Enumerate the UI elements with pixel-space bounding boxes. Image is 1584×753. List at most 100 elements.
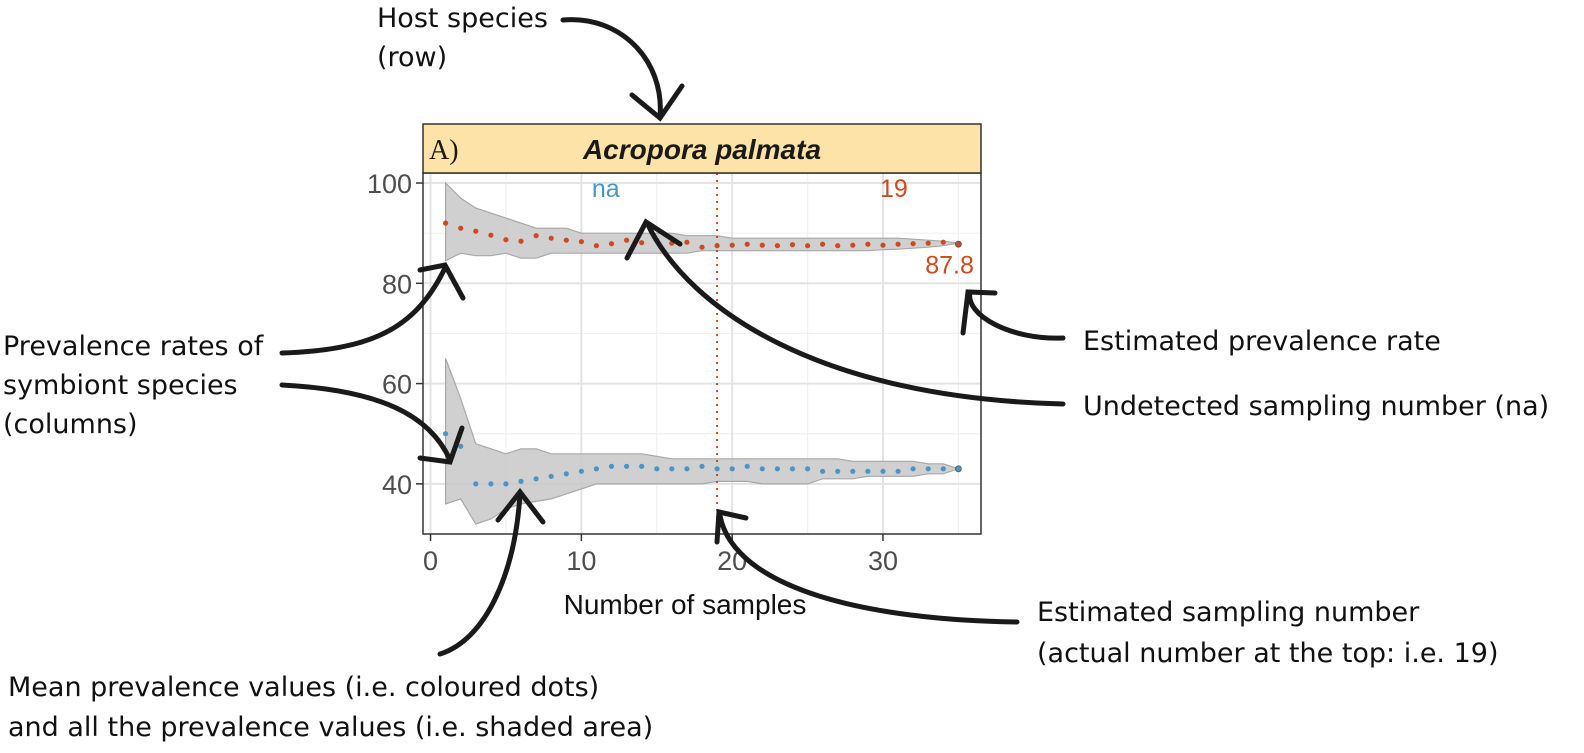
mean-dot-series-2 xyxy=(624,463,630,469)
mean-dot-series-1 xyxy=(805,243,811,249)
mean-dot-series-2 xyxy=(503,481,509,487)
mean-dot-series-2 xyxy=(608,463,615,469)
mean-dot-series-2 xyxy=(865,468,871,474)
prevalence-rates-upper-arrow xyxy=(279,265,448,356)
mean-dot-series-2 xyxy=(835,468,841,474)
mean-values-label-line2: and all the prevalence values (i.e. shad… xyxy=(8,712,653,743)
mean-dot-series-1 xyxy=(458,225,464,231)
undetected-arrow xyxy=(645,222,1066,407)
mean-values-arrow xyxy=(437,491,523,657)
mean-dot-series-2 xyxy=(563,471,569,477)
mean-dot-series-2 xyxy=(458,443,464,449)
prevalence-band-1 xyxy=(445,181,959,262)
mean-dot-series-2 xyxy=(473,481,479,487)
y-tick-label: 60 xyxy=(382,370,412,400)
estimated-sampling-number-label-line1: Estimated sampling number xyxy=(1037,597,1420,628)
estimated-number-arrowhead xyxy=(714,508,749,545)
panel-letter: A) xyxy=(429,135,459,166)
mean-dot-series-2 xyxy=(654,466,660,472)
mean-dot-series-2 xyxy=(533,476,539,482)
chart-panel: na 19 87.8 A) Acropora palmata 0 10 20 30 40 6… xyxy=(367,123,982,620)
mean-dot-series-1 xyxy=(880,242,886,248)
panel-strip xyxy=(422,123,982,174)
mean-dot-series-2 xyxy=(789,466,796,472)
mean-dot-series-1 xyxy=(488,232,494,238)
undetected-arrowhead xyxy=(624,218,683,261)
estimated-sampling-number-label-line2: (actual number at the top: i.e. 19) xyxy=(1037,638,1499,669)
estimated-number-arrow xyxy=(717,513,1020,625)
y-tick-label: 40 xyxy=(382,470,412,500)
mean-dot-series-1 xyxy=(835,243,841,249)
mean-dot-series-2 xyxy=(729,466,735,472)
host-species-arrow xyxy=(560,17,663,121)
mean-values-arrowhead xyxy=(495,487,546,525)
estimated-sampling-label: 19 xyxy=(880,175,908,203)
mean-values-label-line1: Mean prevalence values (i.e. coloured do… xyxy=(8,672,599,703)
mean-dot-series-1 xyxy=(699,244,705,250)
x-tick-label: 30 xyxy=(868,546,898,576)
mean-dot-series-2 xyxy=(880,468,886,474)
prevalence-rates-label-line3: (columns) xyxy=(3,409,138,440)
mean-dot-series-1 xyxy=(895,241,901,247)
mean-dot-series-1 xyxy=(789,242,796,248)
mean-dot-series-1 xyxy=(729,242,735,248)
prevalence-rates-lower-arrow xyxy=(279,382,453,463)
prevalence-bands xyxy=(445,181,961,525)
mean-dot-series-1 xyxy=(759,242,765,248)
mean-dot-series-1 xyxy=(578,239,585,245)
annotation-arrows xyxy=(279,17,1066,657)
x-tick-label: 20 xyxy=(717,546,747,576)
mean-dot-series-2 xyxy=(774,466,781,472)
mean-dot-series-2 xyxy=(925,466,931,472)
mean-dot-series-1 xyxy=(608,241,615,247)
x-axis-label: Number of samples xyxy=(564,589,807,620)
mean-dot-series-1 xyxy=(850,242,856,248)
host-species-label: Host species xyxy=(377,3,548,34)
mean-dot-series-1 xyxy=(503,237,509,243)
mean-dot-series-2 xyxy=(940,466,946,472)
prevalence-rates-label-line1: Prevalence rates of xyxy=(3,331,265,362)
mean-dot-series-1 xyxy=(473,228,479,234)
x-tick-label: 0 xyxy=(423,546,438,576)
mean-dot-series-1 xyxy=(774,243,781,249)
prevalence-band-2 xyxy=(445,358,961,525)
mean-dot-series-2 xyxy=(850,468,856,474)
mean-dot-series-2 xyxy=(639,463,645,469)
mean-dot-series-2 xyxy=(820,468,826,474)
mean-dot-series-2 xyxy=(744,463,750,469)
y-axis-ticks: 40 60 80 100 xyxy=(367,169,423,500)
mean-dot-series-1 xyxy=(639,240,645,246)
mean-dot-series-2 xyxy=(910,466,916,472)
estimated-prevalence-value-label: 87.8 xyxy=(925,251,974,279)
x-axis-ticks: 0 10 20 30 xyxy=(423,534,898,576)
mean-dot-series-2 xyxy=(669,466,675,472)
undetected-sampling-number-label: Undetected sampling number (na) xyxy=(1083,391,1549,422)
mean-dot-series-1 xyxy=(820,241,826,247)
mean-prevalence-dots xyxy=(443,220,962,487)
host-species-arrowhead xyxy=(629,83,685,122)
mean-dot-series-1 xyxy=(548,235,554,241)
estimated-prevalence-rate-label: Estimated prevalence rate xyxy=(1083,326,1441,357)
mean-dot-series-1 xyxy=(865,241,871,247)
prevalence-rates-lower-arrowhead xyxy=(417,425,465,465)
estimated-rate-arrowhead xyxy=(960,289,998,336)
mean-dot-series-2 xyxy=(805,466,811,472)
mean-dot-series-1 xyxy=(940,239,946,245)
mean-dot-series-1 xyxy=(684,239,690,245)
mean-dot-series-2 xyxy=(593,466,600,472)
mean-dot-series-1 xyxy=(910,241,916,247)
mean-dot-series-1 xyxy=(443,220,449,226)
mean-dot-series-1 xyxy=(624,237,630,243)
mean-dot-series-1 xyxy=(563,237,569,243)
y-tick-label: 80 xyxy=(382,269,412,299)
estimated-rate-arrow xyxy=(967,289,1066,341)
mean-dot-series-1 xyxy=(533,233,539,239)
mean-dot-series-1 xyxy=(593,243,600,249)
mean-dot-series-2 xyxy=(699,463,705,469)
host-species-row-label: (row) xyxy=(377,42,447,73)
mean-dot-series-1 xyxy=(714,243,720,249)
mean-dot-series-2 xyxy=(518,478,524,484)
mean-dot-series-1 xyxy=(518,238,524,244)
mean-dot-series-2 xyxy=(488,481,494,487)
mean-dot-series-2 xyxy=(895,468,901,474)
